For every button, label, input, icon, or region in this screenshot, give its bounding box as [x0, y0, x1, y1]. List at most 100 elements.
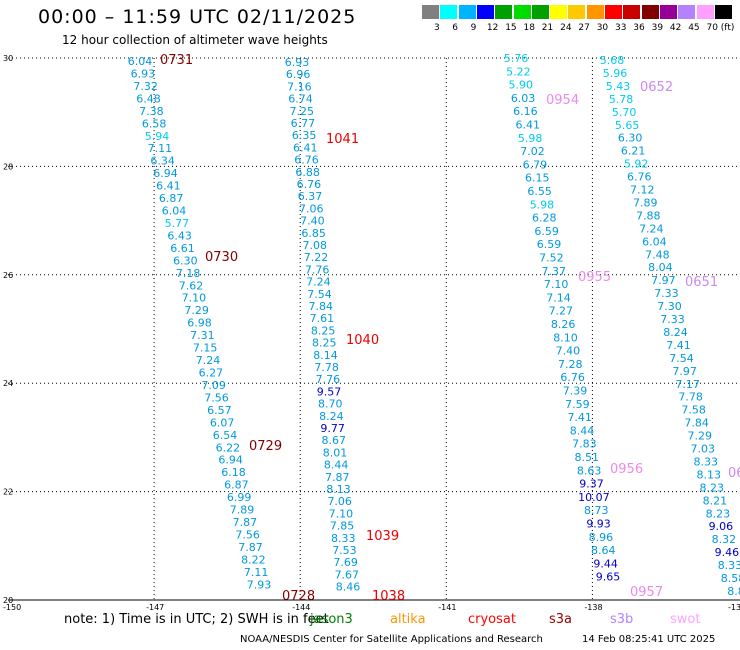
wave-height-value: 6.93	[131, 67, 156, 80]
scale-swatch	[696, 5, 714, 19]
scale-tick-label: 42	[669, 23, 682, 33]
wave-height-value: 6.27	[199, 367, 224, 380]
wave-height-value: 6.30	[173, 254, 198, 267]
wave-height-value: 7.15	[193, 342, 218, 355]
wave-height-value: 8.22	[241, 553, 266, 566]
page-title: 00:00 – 11:59 UTC 02/11/2025	[38, 6, 357, 28]
wave-height-value: 6.58	[142, 117, 167, 130]
wave-height-value: 7.28	[558, 358, 583, 371]
wave-height-value: 7.29	[687, 430, 712, 443]
lon-label: -141	[438, 603, 456, 612]
wave-height-value: 8.63	[577, 464, 602, 477]
wave-height-value: 5.78	[609, 93, 634, 106]
pass-time-label: 0955	[578, 270, 611, 285]
wave-height-value: 7.33	[654, 287, 679, 300]
wave-height-value: 7.27	[549, 305, 574, 318]
wave-height-value: 6.03	[511, 92, 536, 105]
wave-height-value: 6.59	[534, 225, 559, 238]
wave-height-value: 8.25	[311, 324, 336, 337]
wave-height-value: 8.33	[331, 532, 356, 545]
scale-swatch	[422, 5, 439, 19]
scale-swatch	[568, 5, 586, 19]
wave-height-value: 9.44	[593, 557, 618, 570]
pass-time-label: 0956	[610, 462, 643, 477]
wave-height-value: 6.15	[525, 172, 550, 185]
scale-tick-label: 27	[578, 23, 590, 33]
wave-height-value: 7.38	[139, 105, 164, 118]
wave-height-value: 8.96	[589, 531, 614, 544]
satellite-legend-cryosat: cryosat	[468, 612, 516, 627]
wave-height-value: 7.06	[299, 202, 324, 215]
wave-height-value: 6.76	[294, 154, 319, 167]
scale-swatch	[495, 5, 513, 19]
scale-tick-label: 45	[688, 23, 700, 33]
wave-height-value: 7.87	[233, 516, 258, 529]
wave-height-value: 8.04	[648, 261, 673, 274]
wave-height-value: 7.16	[287, 80, 312, 93]
wave-height-value: 7.40	[556, 345, 581, 358]
scale-swatch	[513, 5, 531, 19]
wave-height-value: 7.56	[204, 391, 229, 404]
wave-height-value: 6.96	[286, 68, 311, 81]
wave-height-value: 7.54	[669, 352, 694, 365]
wave-height-value: 7.59	[565, 398, 590, 411]
wave-height-value: 8.8	[727, 585, 740, 598]
wave-height-value: 9.57	[317, 385, 342, 398]
pass-time-label: 0652	[640, 80, 673, 95]
wave-height-value: 8.25	[312, 337, 337, 350]
pass-time-label: 0729	[249, 439, 282, 454]
wave-height-value: 7.61	[310, 312, 335, 325]
wave-height-value: 6.18	[221, 466, 246, 479]
wave-height-value: 7.93	[247, 578, 272, 591]
wave-height-value: 7.58	[681, 404, 706, 417]
scale-swatch	[550, 5, 568, 19]
wave-height-value: 6.88	[295, 166, 320, 179]
scale-tick-label: 39	[651, 23, 664, 33]
wave-height-value: 5.65	[615, 119, 640, 132]
wave-height-value: 7.37	[541, 265, 566, 278]
wave-height-value: 5.68	[600, 54, 625, 67]
lon-label: -150	[3, 603, 21, 612]
wave-height-value: 8.46	[336, 581, 361, 594]
scale-tick-label: 21	[541, 23, 554, 33]
wave-height-value: 8.64	[591, 544, 616, 557]
wave-height-value: 9.77	[320, 422, 345, 435]
wave-height-value: 6.99	[227, 491, 252, 504]
wave-height-value: 7.10	[329, 507, 354, 520]
wave-height-value: 6.34	[150, 155, 175, 168]
wave-height-value: 6.37	[298, 190, 323, 203]
wave-height-value: 8.13	[697, 468, 722, 481]
wave-height-value: 9.46	[715, 546, 740, 559]
wave-height-value: 7.12	[630, 184, 655, 197]
pass-time-label: 06	[728, 466, 740, 481]
wave-height-value: 5.22	[506, 65, 531, 78]
wave-height-value: 8.24	[319, 410, 344, 423]
lat-label: 24	[3, 379, 13, 388]
scale-tick-label: 15	[505, 23, 517, 33]
lon-label: -138	[584, 603, 602, 612]
wave-height-value: 8.23	[706, 507, 731, 520]
wave-height-value: 8.44	[570, 424, 595, 437]
wave-height-value: 9.37	[579, 478, 604, 491]
pass-time-label: 0651	[685, 275, 718, 290]
satellite-legend-altika: altika	[390, 612, 426, 627]
satellite-legend-s3a: s3a	[549, 612, 573, 627]
lat-label: 28	[3, 162, 13, 171]
wave-height-value: 7.24	[306, 276, 331, 289]
wave-height-value: 7.97	[651, 274, 676, 287]
wave-height-value: 7.78	[314, 361, 339, 374]
pass-time-label: 0954	[546, 93, 579, 108]
wave-height-value: 9.93	[586, 518, 611, 531]
scale-tick-label: 9	[470, 23, 477, 33]
wave-height-value: 8.01	[323, 446, 348, 459]
wave-height-value: 7.09	[201, 379, 226, 392]
wave-height-value: 6.30	[618, 132, 643, 145]
wave-height-value: 6.87	[224, 479, 249, 492]
wave-height-value: 7.30	[657, 300, 682, 313]
scale-swatch	[678, 5, 696, 19]
wave-height-value: 8.44	[324, 459, 349, 472]
wave-height-value: 7.67	[335, 568, 360, 581]
wave-height-value: 6.74	[288, 93, 313, 106]
wave-height-value: 6.41	[516, 119, 541, 132]
